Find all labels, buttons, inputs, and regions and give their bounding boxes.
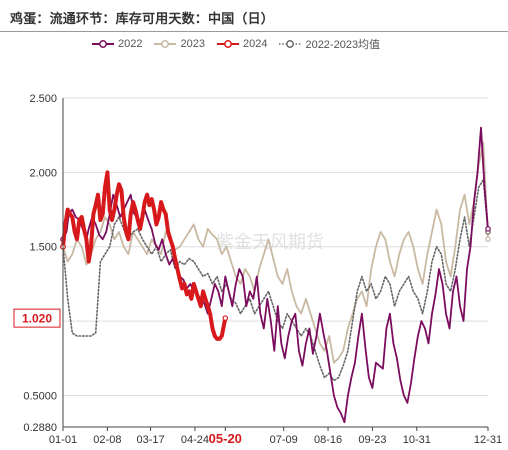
series-line-2023: [62, 141, 489, 364]
series-endpoint-2024: [222, 315, 229, 321]
series-endpoint-2023: [485, 236, 491, 243]
legend-item-mean[interactable]: 2022-2023均值: [279, 36, 380, 52]
legend-swatch-2024-icon: [216, 40, 239, 48]
callout-layer: 1.020: [13, 308, 61, 328]
x-tick-label: 01-01: [49, 434, 77, 446]
legend-swatch-mean-icon: [279, 40, 302, 48]
series-line-2024: [61, 170, 228, 341]
axis-layer: 0.28800.50001.0001.5002.0002.50001-0102-…: [23, 93, 502, 446]
y-tick-label: 2.500: [29, 93, 57, 105]
x-tick-label: 09-23: [358, 434, 386, 446]
series-layer: [60, 126, 491, 424]
y-tick-label: 1.500: [29, 242, 57, 254]
legend-item-2024[interactable]: 2024: [216, 38, 268, 50]
x-tick-label: 04-24: [181, 434, 209, 446]
legend-swatch-2022-icon: [92, 40, 114, 48]
title-divider: [0, 31, 508, 32]
chart-title: 鸡蛋：流通环节：库存可用天数：中国（日）: [10, 11, 275, 26]
latest-value-callout: [13, 308, 61, 328]
legend-label-mean: 2022-2023均值: [305, 39, 381, 51]
grid-layer: [63, 97, 488, 428]
legend-label-2024: 2024: [242, 38, 268, 50]
legend-label-2023: 2023: [180, 38, 205, 50]
legend-label-2022: 2022: [118, 38, 143, 50]
y-tick-label: 2.000: [29, 167, 57, 179]
y-tick-label: 0.5000: [23, 390, 57, 402]
series-line-2022-2023均值: [62, 179, 489, 382]
x-tick-label: 10-31: [403, 434, 431, 446]
x-tick-label: 08-16: [314, 434, 342, 446]
x-tick-label: 03-17: [136, 434, 164, 446]
x-tick-label: 02-08: [93, 434, 121, 446]
legend-swatch-2023-icon: [154, 40, 177, 48]
x-tick-label: 12-31: [474, 434, 502, 446]
x-tick-label-highlight: 05-20: [209, 431, 242, 446]
y-tick-label: 0.2880: [23, 422, 57, 434]
latest-value-label: 1.020: [22, 312, 52, 326]
series-endpoint-2022: [485, 226, 491, 232]
legend-item-2023[interactable]: 2023: [154, 38, 205, 50]
x-tick-label: 07-09: [270, 434, 298, 446]
legend: 2022 2023 2024 2022-2023均值: [92, 36, 392, 52]
legend-item-2022[interactable]: 2022: [92, 38, 142, 50]
